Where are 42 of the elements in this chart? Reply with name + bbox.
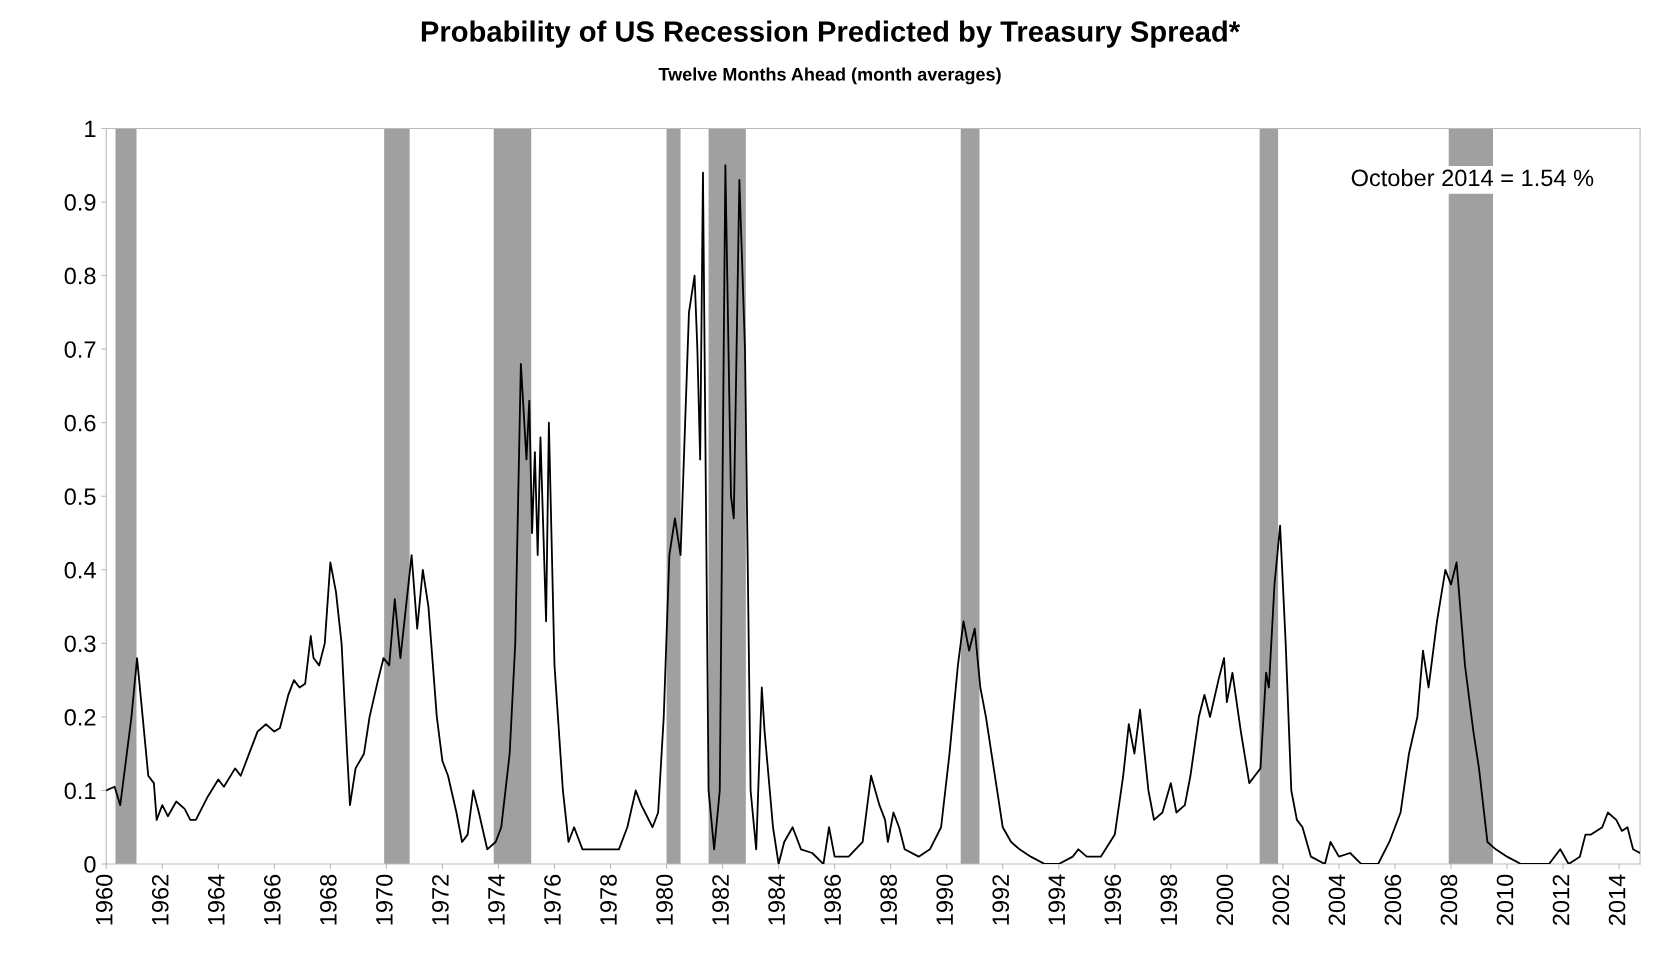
x-tick-label: 1988 — [880, 874, 898, 925]
x-tick-label: 1962 — [151, 874, 169, 925]
x-tick-label: 1996 — [1104, 874, 1122, 925]
x-tick-label: 2010 — [1496, 874, 1514, 926]
x-tick-label: 1972 — [432, 874, 449, 925]
y-tick-label: 0.7 — [64, 341, 96, 358]
x-tick-label: 2004 — [1328, 874, 1346, 926]
annotation: October 2014 = 1.54 % — [1351, 168, 1594, 187]
x-tick-label: 1964 — [207, 874, 225, 925]
y-tick-label: 0 — [84, 856, 96, 873]
y-tick-label: 0.8 — [64, 267, 96, 285]
x-tick-label: 1984 — [768, 874, 785, 925]
x-tick-label: 1966 — [263, 874, 281, 925]
chart-subtitle: Twelve Months Ahead (month averages) — [658, 67, 1001, 85]
x-tick-label: 1980 — [656, 874, 673, 925]
x-tick-label: 1986 — [824, 874, 841, 925]
y-tick-label: 1 — [85, 120, 96, 137]
y-tick-label: 0.4 — [64, 561, 96, 579]
x-tick-label: 1992 — [992, 874, 1010, 925]
x-tick-label: 2006 — [1384, 874, 1402, 926]
y-tick-label: 0.9 — [64, 194, 96, 211]
x-tick-label: 2002 — [1272, 874, 1290, 926]
x-tick-label: 1968 — [319, 874, 337, 925]
y-tick-label: 0.2 — [64, 708, 96, 726]
y-tick-label: 0.3 — [64, 635, 96, 653]
x-tick-label: 2008 — [1440, 874, 1458, 926]
x-tick-label: 1982 — [712, 874, 729, 925]
x-tick-label: 1970 — [376, 874, 393, 925]
x-tick-label: 2014 — [1608, 874, 1626, 926]
x-tick-label: 1998 — [1160, 874, 1178, 925]
y-tick-label: 0.6 — [64, 414, 96, 432]
x-tick-label: 1974 — [488, 874, 505, 925]
x-tick-label: 2012 — [1552, 874, 1570, 926]
x-tick-label: 1976 — [544, 874, 561, 925]
y-tick-label: 0.5 — [64, 488, 96, 506]
chart-title: Probability of US Recession Predicted by Treasury Spread* — [421, 20, 1241, 48]
x-tick-label: 1994 — [1048, 874, 1066, 925]
x-tick-label: 1978 — [600, 874, 617, 925]
y-tick-label: 0.1 — [64, 782, 96, 800]
x-tick-label: 1960 — [95, 874, 113, 925]
x-tick-label: 2000 — [1216, 874, 1234, 926]
x-tick-label: 1990 — [936, 874, 954, 925]
